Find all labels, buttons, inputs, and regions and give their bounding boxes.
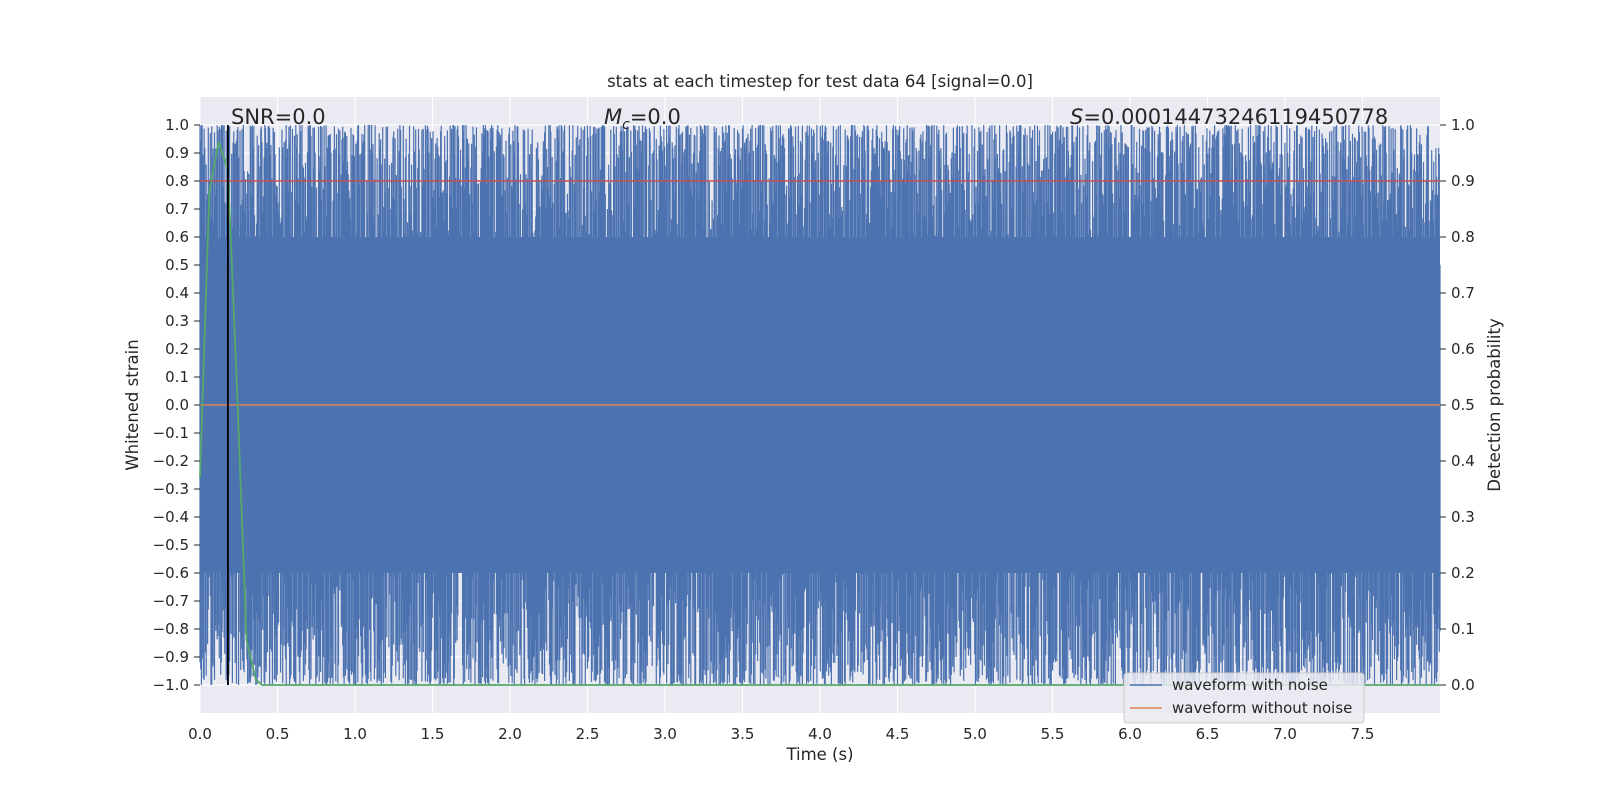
x-tick-label: 7.5 <box>1351 725 1375 743</box>
y-tick-label-left: −0.5 <box>153 536 189 554</box>
y-tick-label-left: 0.6 <box>165 228 189 246</box>
axis-ticks: 0.0 0.5 1.0 1.5 2.0 2.5 3.0 3.5 4.0 4.5 5.0 5.5 6.0 6… <box>153 116 1475 743</box>
y-tick-label-left: 0.8 <box>165 172 189 190</box>
y-tick-label-right: 0.4 <box>1451 452 1475 470</box>
legend-box <box>1123 672 1365 724</box>
line-series <box>199 125 1440 686</box>
x-tick-label: 5.0 <box>963 725 987 743</box>
x-tick-label: 2.5 <box>576 725 600 743</box>
y-tick-label-right: 0.7 <box>1451 284 1475 302</box>
x-tick-label: 5.5 <box>1041 725 1065 743</box>
s-annotation: S=0.00014473246119450778 <box>1070 105 1388 129</box>
y-tick-label-left: −0.6 <box>153 564 189 582</box>
x-tick-label: 1.0 <box>343 725 367 743</box>
y-tick-label-left: 1.0 <box>165 116 189 134</box>
y-tick-label-right: 0.5 <box>1451 396 1475 414</box>
x-tick-label: 7.0 <box>1273 725 1297 743</box>
y-tick-label-left: 0.9 <box>165 144 189 162</box>
y-tick-label-right: 0.0 <box>1451 676 1475 694</box>
chirp-mass-annotation: Mc=0.0 <box>604 105 681 133</box>
x-tick-label: 2.0 <box>498 725 522 743</box>
chirp-mass-symbol: M <box>604 105 622 129</box>
y-tick-label-left: 0.1 <box>165 368 189 386</box>
snr-annotation: SNR=0.0 <box>231 105 326 129</box>
y-tick-label-left: 0.0 <box>165 396 189 414</box>
y-tick-label-left: −0.7 <box>153 592 189 610</box>
y-tick-label-left: −0.1 <box>153 424 189 442</box>
y-tick-label-left: −1.0 <box>153 676 189 694</box>
x-tick-label: 1.5 <box>421 725 445 743</box>
y-tick-label-left: 0.4 <box>165 284 189 302</box>
y-axis-label-left: Whitened strain <box>123 339 142 470</box>
y-tick-label-right: 0.9 <box>1451 172 1475 190</box>
y-tick-label-left: 0.5 <box>165 256 189 274</box>
y-tick-label-right: 0.1 <box>1451 620 1475 638</box>
legend: waveform with noise waveform without noi… <box>1123 672 1365 724</box>
y-tick-label-left: 0.7 <box>165 200 189 218</box>
y-tick-label-left: −0.2 <box>153 452 189 470</box>
y-tick-label-left: −0.4 <box>153 508 189 526</box>
s-symbol: S <box>1070 105 1083 129</box>
y-tick-label-right: 0.8 <box>1451 228 1475 246</box>
x-tick-label: 0.5 <box>266 725 290 743</box>
chart-title: stats at each timestep for test data 64 … <box>607 72 1033 91</box>
y-tick-label-right: 0.3 <box>1451 508 1475 526</box>
x-tick-label: 6.5 <box>1196 725 1220 743</box>
y-tick-label-left: −0.3 <box>153 480 189 498</box>
x-tick-label: 4.0 <box>808 725 832 743</box>
x-tick-label: 6.0 <box>1118 725 1142 743</box>
x-tick-label: 3.5 <box>731 725 755 743</box>
legend-label-clean: waveform without noise <box>1172 699 1352 717</box>
y-tick-label-right: 0.6 <box>1451 340 1475 358</box>
x-tick-label: 4.5 <box>886 725 910 743</box>
y-tick-label-left: 0.2 <box>165 340 189 358</box>
chirp-mass-value: =0.0 <box>630 105 681 129</box>
legend-label-noise: waveform with noise <box>1172 676 1328 694</box>
y-tick-label-left: 0.3 <box>165 312 189 330</box>
y-tick-label-right: 1.0 <box>1451 116 1475 134</box>
y-axis-label-right: Detection probability <box>1485 318 1504 492</box>
x-tick-label: 3.0 <box>653 725 677 743</box>
y-tick-label-left: −0.8 <box>153 620 189 638</box>
y-tick-label-right: 0.2 <box>1451 564 1475 582</box>
x-axis-label: Time (s) <box>785 745 853 764</box>
y-tick-label-left: −0.9 <box>153 648 189 666</box>
chirp-mass-subscript: c <box>622 117 630 133</box>
s-value: =0.00014473246119450778 <box>1083 105 1388 129</box>
detection-probability-line <box>199 141 1440 686</box>
x-tick-label: 0.0 <box>188 725 212 743</box>
